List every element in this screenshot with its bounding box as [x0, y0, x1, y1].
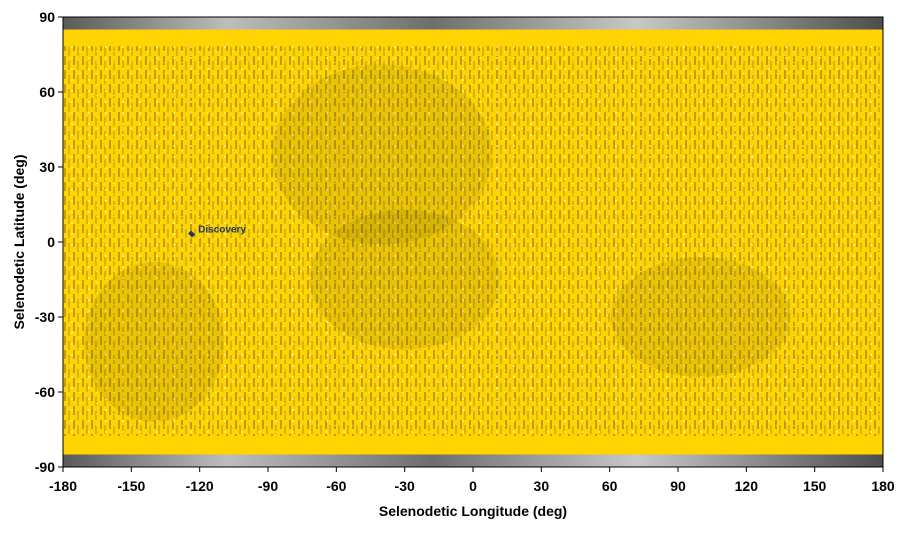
x-tick-label: -120 [186, 478, 214, 494]
x-tick-label: -180 [49, 478, 77, 494]
y-tick-label: 90 [39, 9, 55, 25]
x-axis-title: Selenodetic Longitude (deg) [379, 503, 567, 519]
x-tick-label: 120 [735, 478, 759, 494]
x-tick-label: -150 [117, 478, 145, 494]
x-tick-label: 90 [670, 478, 686, 494]
dark-region [271, 64, 492, 245]
y-tick-label: -30 [35, 309, 55, 325]
x-tick-label: 0 [469, 478, 477, 494]
x-tick-label: 150 [803, 478, 827, 494]
dark-region [610, 257, 791, 377]
x-tick-label: -60 [326, 478, 346, 494]
x-tick-label: 30 [534, 478, 550, 494]
x-tick-label: 180 [871, 478, 895, 494]
site-icon [188, 230, 196, 238]
x-tick-label: -30 [395, 478, 415, 494]
y-tick-label: 0 [47, 234, 55, 250]
x-tick-label: -90 [258, 478, 278, 494]
y-tick-label: 30 [39, 159, 55, 175]
site-marker: Discovery [188, 225, 246, 238]
y-tick-label: 60 [39, 84, 55, 100]
y-axis-title: Selenodetic Latitude (deg) [11, 154, 27, 329]
dark-region [309, 209, 500, 350]
y-tick-label: -90 [35, 459, 55, 475]
site-label: Discovery [198, 225, 246, 236]
x-tick-label: 60 [602, 478, 618, 494]
y-axis: 90 60 30 0 -30 -60 -90 [35, 9, 63, 475]
y-tick-label: -60 [35, 384, 55, 400]
dark-regions [84, 64, 791, 422]
speckle-texture [63, 46, 883, 436]
plot-area [63, 17, 883, 467]
x-axis: -180 -150 -120 -90 -60 -30 0 30 60 90 120 150 180 [49, 467, 895, 494]
dark-region [84, 262, 225, 422]
